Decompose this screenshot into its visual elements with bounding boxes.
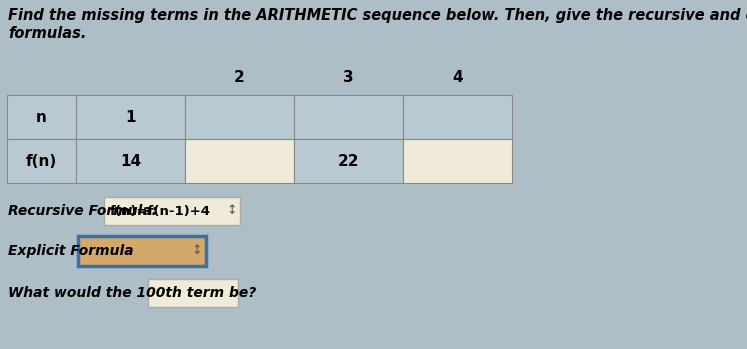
Bar — [104, 197, 240, 225]
Text: ↕: ↕ — [191, 245, 202, 258]
Text: ↕: ↕ — [226, 205, 237, 217]
Bar — [294, 139, 403, 183]
Text: 2: 2 — [235, 70, 245, 85]
Bar — [185, 139, 294, 183]
Text: Explicit Formula: Explicit Formula — [8, 244, 134, 258]
Bar — [148, 279, 238, 307]
Text: formulas.: formulas. — [8, 26, 87, 41]
Text: f(n)=f(n-1)+4: f(n)=f(n-1)+4 — [110, 205, 211, 217]
Bar — [76, 95, 185, 139]
Text: f(n): f(n) — [26, 154, 58, 169]
Text: 3: 3 — [343, 70, 354, 85]
Bar — [294, 95, 403, 139]
Text: 22: 22 — [338, 154, 359, 169]
Bar — [7, 95, 76, 139]
Bar — [76, 139, 185, 183]
Text: What would the 100th term be?: What would the 100th term be? — [8, 286, 256, 300]
Text: 14: 14 — [120, 154, 141, 169]
Text: n: n — [36, 110, 47, 125]
Bar — [403, 95, 512, 139]
Text: Recursive Formula:: Recursive Formula: — [8, 204, 158, 218]
Bar — [78, 236, 206, 266]
Text: 1: 1 — [125, 110, 136, 125]
Bar — [403, 139, 512, 183]
Bar — [185, 95, 294, 139]
Bar — [7, 139, 76, 183]
Text: Find the missing terms in the ARITHMETIC sequence below. Then, give the recursiv: Find the missing terms in the ARITHMETIC… — [8, 8, 747, 23]
Text: 4: 4 — [452, 70, 462, 85]
